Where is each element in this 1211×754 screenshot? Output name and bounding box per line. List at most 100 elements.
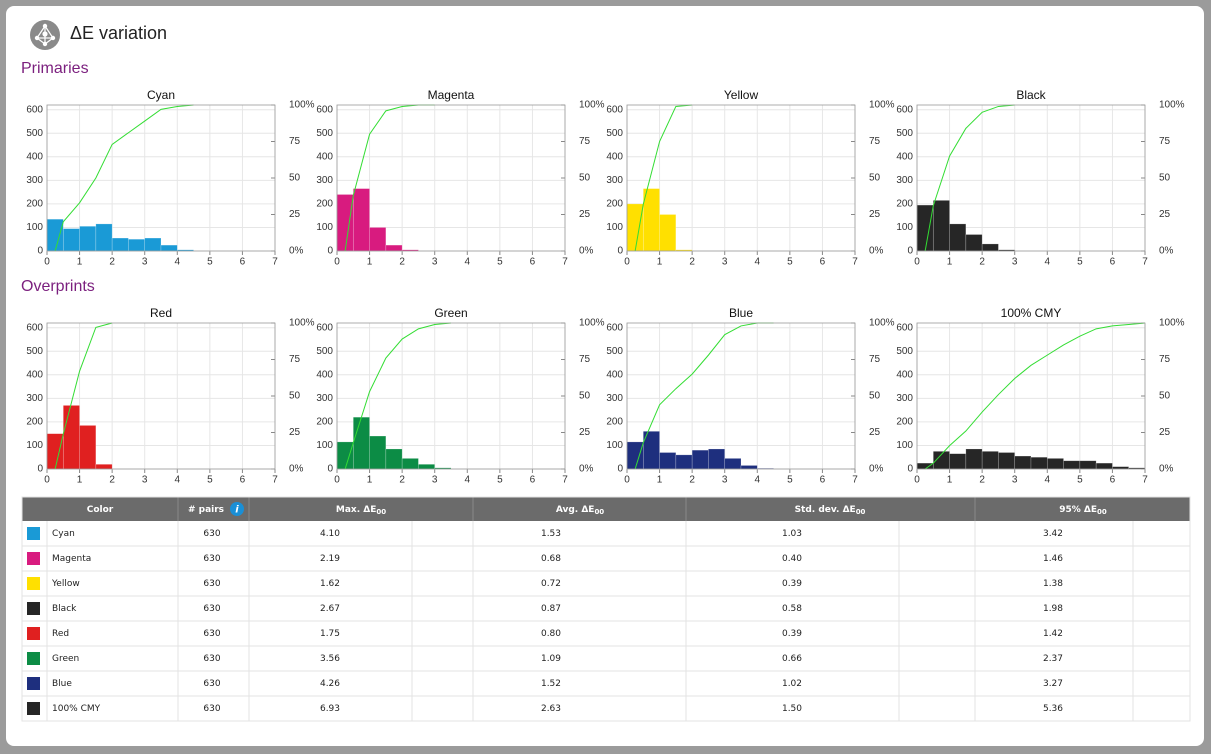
cumulative-line [634,104,693,252]
y-tick-label: 100 [896,440,913,451]
y2-tick-label: 50 [579,391,591,402]
plot-border [916,322,1146,470]
histogram-bar [352,416,370,470]
table-cell: Cyan [52,529,75,539]
y-tick-label: 200 [896,199,913,210]
histogram-bar [144,237,162,252]
table-cell: Red [52,629,69,639]
histogram-bar [724,458,742,470]
y-tick-label: 100 [26,440,43,451]
x-tick-label: 6 [1110,257,1116,268]
table-cell: 630 [203,679,220,689]
plot-border [46,322,276,470]
x-tick-label: 6 [820,257,826,268]
info-icon[interactable] [230,502,244,516]
card [6,6,1204,746]
column-header-text: Color [87,505,114,515]
y2-tick-label: 0% [869,246,884,257]
table-cell: 3.27 [1043,679,1063,689]
table-cell: 4.10 [320,529,340,539]
histogram-bar [981,451,999,470]
histogram-bar [46,218,64,252]
y-tick-label: 0 [37,246,43,257]
table-cell: 5.36 [1043,704,1063,714]
x-tick-label: 4 [175,257,181,268]
x-tick-label: 1 [77,475,83,486]
section-title: Primaries [21,60,89,77]
chart-title: Yellow [724,88,759,102]
y2-tick-label: 100% [869,318,895,329]
x-tick-label: 3 [142,257,148,268]
x-tick-label: 4 [465,475,471,486]
y2-tick-label: 0% [1159,464,1174,475]
y-tick-label: 400 [316,151,333,162]
x-tick-label: 1 [657,257,663,268]
chart-title: Green [434,306,467,320]
y-tick-label: 400 [606,369,623,380]
x-tick-label: 6 [240,475,246,486]
histogram-bar [965,448,983,470]
table-cell: 2.19 [320,554,340,564]
cumulative-line [634,322,774,470]
y-tick-label: 400 [26,369,43,380]
x-tick-label: 7 [1142,475,1148,486]
table-cell: 1.53 [541,529,561,539]
y-tick-label: 0 [907,246,913,257]
y2-tick-label: 0% [289,246,304,257]
table-cell: 630 [203,704,220,714]
x-tick-label: 3 [432,475,438,486]
table-cell: 630 [203,629,220,639]
histogram-bar [95,463,113,470]
y-tick-label: 200 [316,417,333,428]
histogram-bar [675,454,693,470]
histogram-bar [626,441,644,470]
y-tick-label: 400 [26,151,43,162]
table-cell: Blue [52,679,72,689]
x-tick-label: 0 [914,475,920,486]
y-tick-label: 200 [26,417,43,428]
y-tick-label: 100 [606,440,623,451]
plot-border [336,322,566,470]
y2-tick-label: 25 [289,427,301,438]
y-tick-label: 300 [316,393,333,404]
y-tick-label: 600 [896,104,913,115]
y-tick-label: 100 [316,440,333,451]
column-header-text: Max. ΔE [336,505,377,515]
y2-tick-label: 25 [1159,209,1171,220]
y-tick-label: 400 [316,369,333,380]
x-tick-label: 3 [1012,475,1018,486]
table-cell: 2.37 [1043,654,1063,664]
y2-tick-label: 100% [289,100,315,111]
column-header: Std. dev. ΔE00 [795,505,866,517]
y2-tick-label: 75 [289,354,301,365]
y-tick-label: 400 [896,369,913,380]
x-tick-label: 4 [1045,257,1051,268]
y-tick-label: 400 [896,151,913,162]
histogram-bar [916,204,934,252]
y-tick-label: 0 [327,464,333,475]
table-cell: 2.63 [541,704,561,714]
histogram-bar [128,238,146,252]
y2-tick-label: 0% [289,464,304,475]
y-tick-label: 100 [606,222,623,233]
table-cell: 630 [203,554,220,564]
histogram-bar [352,188,370,252]
color-swatch [27,677,40,690]
column-header: Max. ΔE00 [336,505,386,517]
x-tick-label: 3 [722,257,728,268]
histogram-bar [659,214,677,252]
table-cell: 100% CMY [52,704,101,714]
column-header-sub: 00 [594,508,604,516]
histogram-bar [691,449,709,470]
y-tick-label: 200 [606,199,623,210]
color-swatch [27,577,40,590]
x-tick-label: 7 [852,475,858,486]
y-tick-label: 600 [26,104,43,115]
table-cell: 1.46 [1043,554,1063,564]
section-title: Overprints [21,278,95,295]
histogram-bar [79,425,97,470]
y2-tick-label: 0% [1159,246,1174,257]
plot-border [336,104,566,252]
y2-tick-label: 75 [1159,354,1171,365]
